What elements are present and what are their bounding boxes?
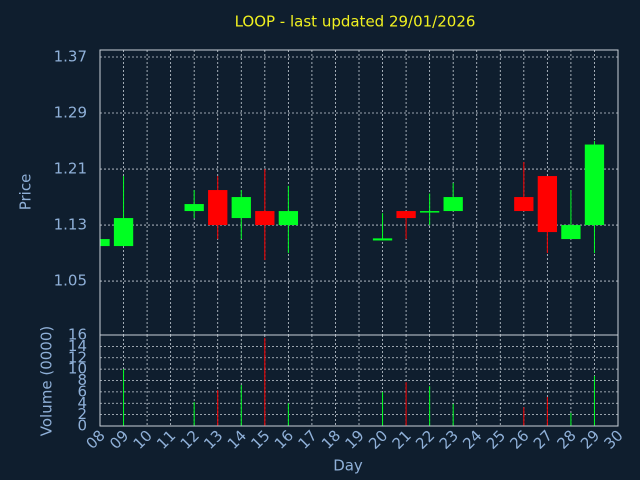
volume-axis-label: Volume (0000) (38, 326, 56, 436)
candle-body (231, 197, 251, 219)
candle-body (372, 238, 393, 241)
volume-tick-label: 4 (77, 394, 87, 412)
candle-body (113, 218, 134, 247)
y-tick-label: 1.05 (54, 272, 87, 290)
candle-body (208, 190, 228, 226)
y-tick-label: 1.13 (54, 216, 87, 234)
candle-body (514, 197, 534, 212)
volume-tick-label: 2 (77, 405, 87, 423)
x-axis-label: Day (333, 457, 363, 475)
candle-body (561, 225, 581, 240)
candle-body (537, 176, 558, 233)
volume-tick-label: 0 (77, 417, 87, 435)
volume-tick-label: 8 (77, 371, 87, 389)
y-axis-label: Price (17, 174, 35, 211)
y-tick-label: 1.21 (54, 160, 87, 178)
chart-title: LOOP - last updated 29/01/2026 (235, 13, 476, 31)
volume-tick-label: 16 (68, 326, 87, 344)
plot-area (100, 50, 618, 426)
volume-tick-label: 10 (68, 360, 87, 378)
volume-tick-label: 12 (68, 348, 87, 366)
candle-body (396, 211, 416, 219)
y-tick-label: 1.37 (54, 48, 87, 66)
candle-body (419, 211, 440, 213)
candle-body (443, 197, 463, 212)
candle-body (255, 211, 275, 226)
volume-tick-label: 6 (77, 382, 87, 400)
candle-body (100, 239, 110, 247)
candle-body (584, 144, 605, 226)
candle-body (184, 204, 204, 212)
volume-frame (99, 334, 619, 427)
volume-tick-label: 14 (68, 337, 87, 355)
y-tick-label: 1.29 (54, 104, 87, 122)
candle-body (278, 211, 299, 226)
